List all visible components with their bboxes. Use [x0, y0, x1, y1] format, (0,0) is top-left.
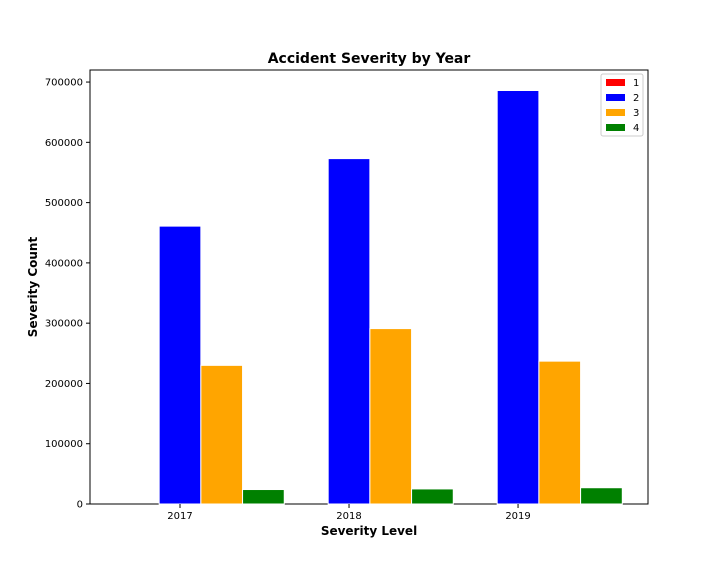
bar-2019-severity-3 — [538, 360, 582, 505]
bar-2018-severity-4 — [411, 488, 454, 505]
y-tick-label: 400000 — [45, 258, 83, 269]
bar-2019-severity-2 — [496, 89, 540, 505]
legend-swatch-2 — [606, 94, 625, 101]
legend-frame — [600, 73, 644, 137]
x-tick-label: 2019 — [505, 511, 530, 522]
y-axis-label: Severity Count — [26, 237, 40, 338]
legend-swatch-3 — [606, 109, 625, 116]
legend-label: 3 — [633, 108, 639, 119]
chart-title: Accident Severity by Year — [268, 51, 471, 67]
y-axis: 0 100000 200000 300000 400000 500000 600000 700… — [45, 78, 90, 511]
x-axis-label: Severity Level — [321, 524, 417, 538]
y-tick-label: 600000 — [45, 138, 83, 149]
legend-swatch-4 — [606, 124, 625, 131]
legend: 1 2 3 4 — [600, 73, 644, 137]
y-tick-label: 300000 — [45, 319, 83, 330]
legend-label: 4 — [633, 123, 639, 134]
y-tick-label: 700000 — [45, 78, 83, 89]
y-tick-label: 200000 — [45, 379, 83, 390]
bar-2017-severity-3 — [200, 364, 244, 505]
legend-label: 2 — [633, 93, 639, 104]
x-axis: 2017 2018 2019 — [167, 504, 531, 522]
y-tick-label: 500000 — [45, 198, 83, 209]
x-tick-label: 2017 — [167, 511, 192, 522]
bar-2017-severity-2 — [158, 225, 202, 505]
bar-2018-severity-3 — [369, 328, 413, 505]
legend-swatch-1 — [606, 79, 625, 86]
bar-2018-severity-2 — [327, 158, 371, 505]
legend-label: 1 — [633, 78, 639, 89]
y-tick-label: 100000 — [45, 439, 83, 450]
bar-2019-severity-4 — [580, 487, 623, 505]
y-tick-label: 0 — [77, 500, 83, 511]
x-tick-label: 2018 — [336, 511, 361, 522]
bars-group — [158, 89, 623, 505]
bar-2017-severity-4 — [242, 489, 285, 505]
